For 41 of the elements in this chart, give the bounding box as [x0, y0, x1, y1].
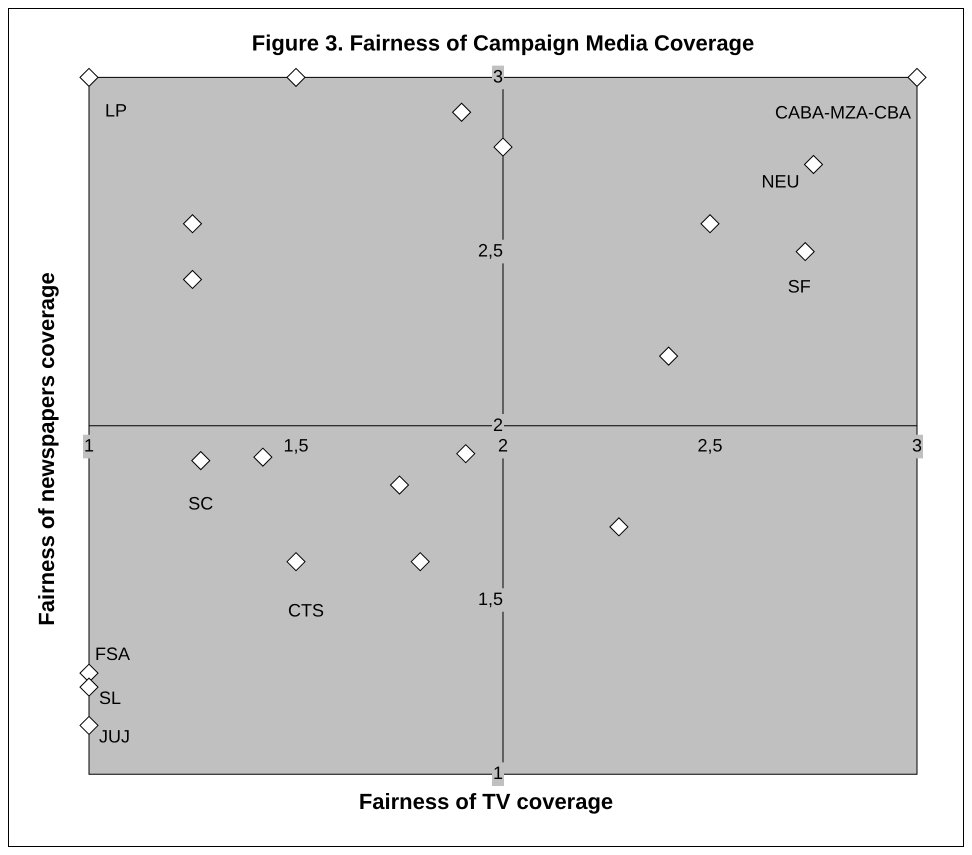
y-tick-label: 1	[492, 763, 503, 784]
x-tick-label: 3	[912, 436, 922, 456]
x-tick-label: 1	[84, 436, 94, 456]
point	[410, 552, 430, 572]
x-axis-title: Fairness of TV coverage	[358, 789, 614, 815]
point	[796, 242, 815, 262]
x-tick-label: 1,5	[283, 436, 309, 456]
point	[494, 138, 512, 157]
annotation: SL	[99, 688, 122, 708]
point	[456, 444, 476, 464]
point	[183, 214, 202, 234]
y-tick-label: 2,5	[478, 240, 503, 261]
annotation: CABA-MZA-CBA	[774, 102, 911, 122]
point	[191, 451, 210, 470]
point	[286, 552, 306, 572]
point	[659, 346, 678, 366]
point	[80, 68, 98, 87]
y-tick-label: 2	[492, 414, 503, 435]
point	[700, 214, 720, 234]
point	[804, 155, 823, 174]
y-axis-title: Fairness of newspapers coverage	[34, 272, 60, 626]
point	[80, 716, 98, 735]
annotation: SF	[788, 276, 811, 297]
annotation: FSA	[95, 644, 130, 664]
annotation: SC	[188, 494, 214, 514]
point	[452, 102, 472, 122]
annotation: NEU	[761, 171, 800, 192]
point	[183, 270, 202, 289]
chart-title: Figure 3. Fairness of Campaign Media Coverage	[252, 30, 754, 56]
x-tick-label: 2,5	[697, 436, 723, 456]
point	[609, 517, 628, 536]
point	[253, 448, 272, 467]
point	[80, 678, 98, 697]
y-tick-label: 3	[492, 66, 503, 86]
point	[908, 68, 926, 87]
annotation: LP	[105, 100, 128, 120]
y-tick-label: 1,5	[478, 588, 503, 609]
annotation: JUJ	[99, 726, 130, 746]
point	[286, 68, 306, 87]
point	[390, 476, 409, 495]
annotation: CTS	[288, 600, 324, 621]
